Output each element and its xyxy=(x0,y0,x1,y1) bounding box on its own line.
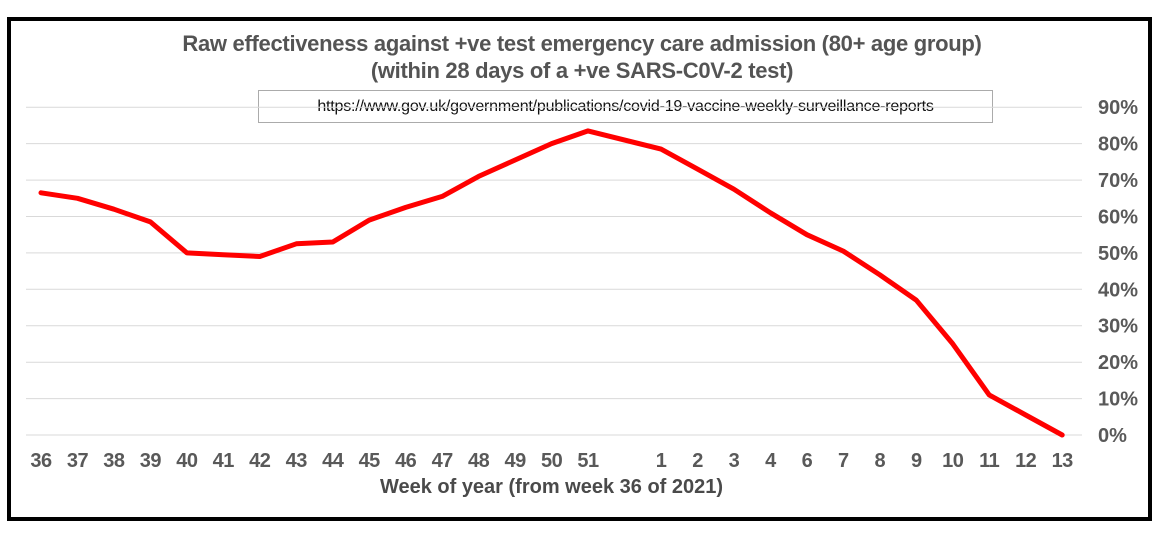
x-tick-label: 36 xyxy=(30,450,52,472)
x-tick-label: 13 xyxy=(1052,450,1074,472)
y-tick-label: 0% xyxy=(1098,425,1127,447)
x-tick-label: 37 xyxy=(67,450,89,472)
y-tick-label: 40% xyxy=(1098,279,1138,301)
x-tick-label: 12 xyxy=(1015,450,1037,472)
y-tick-label: 30% xyxy=(1098,316,1138,338)
x-tick-label: 45 xyxy=(359,450,381,472)
chart-title-line1: Raw effectiveness against +ve test emerg… xyxy=(182,31,982,56)
x-tick-label: 2 xyxy=(692,450,703,472)
chart-title-line2: (within 28 days of a +ve SARS-C0V-2 test… xyxy=(370,58,794,83)
x-tick-label: 41 xyxy=(213,450,235,472)
x-tick-label: 40 xyxy=(176,450,198,472)
x-tick-label: 43 xyxy=(286,450,308,472)
y-tick-label: 60% xyxy=(1098,207,1138,229)
x-tick-label: 38 xyxy=(103,450,125,472)
x-tick-label: 1 xyxy=(656,450,667,472)
x-tick-label: 48 xyxy=(468,450,490,472)
y-tick-label: 20% xyxy=(1098,352,1138,374)
x-tick-label: 46 xyxy=(395,450,417,472)
x-tick-label: 51 xyxy=(577,450,599,472)
y-tick-label: 50% xyxy=(1098,243,1138,265)
source-url-textbox[interactable]: https://www.gov.uk/government/publicatio… xyxy=(258,90,993,123)
x-tick-label: 10 xyxy=(942,450,964,472)
x-tick-label: 49 xyxy=(504,450,526,472)
effectiveness-line xyxy=(38,128,1065,438)
x-tick-label: 44 xyxy=(322,450,345,472)
y-tick-label: 10% xyxy=(1098,389,1138,411)
x-tick-label: 6 xyxy=(802,450,813,472)
x-tick-label: 11 xyxy=(979,450,1000,472)
x-tick-label: 3 xyxy=(729,450,740,472)
x-tick-label: 39 xyxy=(140,450,162,472)
x-axis-title: Week of year (from week 36 of 2021) xyxy=(379,476,724,498)
y-tick-label: 80% xyxy=(1098,134,1138,156)
y-tick-label: 70% xyxy=(1098,170,1138,192)
y-tick-label: 90% xyxy=(1098,97,1138,119)
x-tick-label: 4 xyxy=(765,450,777,472)
x-tick-label: 9 xyxy=(911,450,922,472)
x-tick-label: 50 xyxy=(541,450,563,472)
x-tick-label: 42 xyxy=(249,450,271,472)
x-tick-label: 7 xyxy=(838,450,849,472)
x-tick-label: 47 xyxy=(432,450,454,472)
x-tick-label: 8 xyxy=(874,450,885,472)
